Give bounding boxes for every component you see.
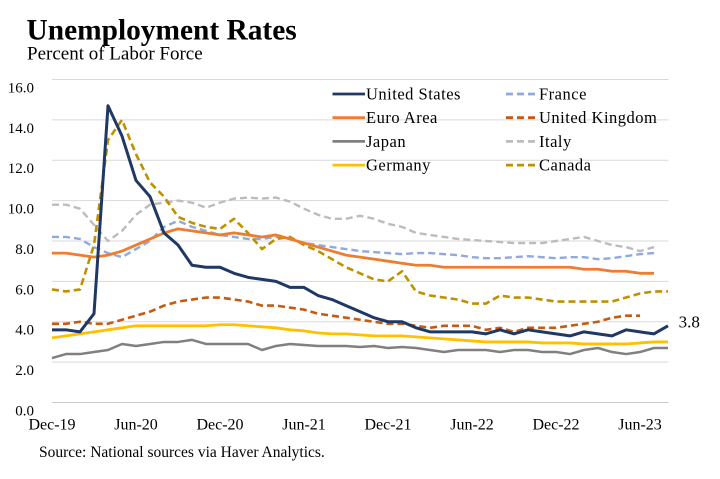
svg-text:Canada: Canada <box>539 156 592 175</box>
svg-text:Germany: Germany <box>366 156 431 175</box>
svg-text:14.0: 14.0 <box>8 121 34 137</box>
svg-text:12.0: 12.0 <box>8 161 34 177</box>
svg-text:United States: United States <box>366 85 461 104</box>
svg-text:Dec-22: Dec-22 <box>532 416 579 433</box>
svg-text:Jun-20: Jun-20 <box>114 416 158 433</box>
svg-text:Source: National sources via H: Source: National sources via Haver Analy… <box>39 444 325 461</box>
svg-text:Dec-19: Dec-19 <box>28 416 75 433</box>
svg-text:Jun-23: Jun-23 <box>618 416 662 433</box>
svg-text:Jun-21: Jun-21 <box>282 416 326 433</box>
svg-text:Japan: Japan <box>366 132 406 151</box>
svg-text:Dec-21: Dec-21 <box>364 416 411 433</box>
svg-text:Dec-20: Dec-20 <box>196 416 243 433</box>
svg-text:0.0: 0.0 <box>15 403 34 419</box>
svg-text:Unemployment Rates: Unemployment Rates <box>27 14 297 46</box>
svg-text:6.0: 6.0 <box>15 282 34 298</box>
svg-text:8.0: 8.0 <box>15 242 34 258</box>
svg-text:United Kingdom: United Kingdom <box>539 108 657 127</box>
svg-text:Euro Area: Euro Area <box>366 108 438 127</box>
svg-text:16.0: 16.0 <box>8 80 34 96</box>
svg-text:3.8: 3.8 <box>679 313 700 332</box>
svg-text:Jun-22: Jun-22 <box>450 416 494 433</box>
svg-text:2.0: 2.0 <box>15 363 34 379</box>
svg-text:Percent of Labor Force: Percent of Labor Force <box>27 44 203 65</box>
svg-text:Italy: Italy <box>539 132 572 151</box>
svg-text:10.0: 10.0 <box>8 202 34 218</box>
svg-text:4.0: 4.0 <box>15 323 34 339</box>
svg-text:France: France <box>539 85 587 104</box>
